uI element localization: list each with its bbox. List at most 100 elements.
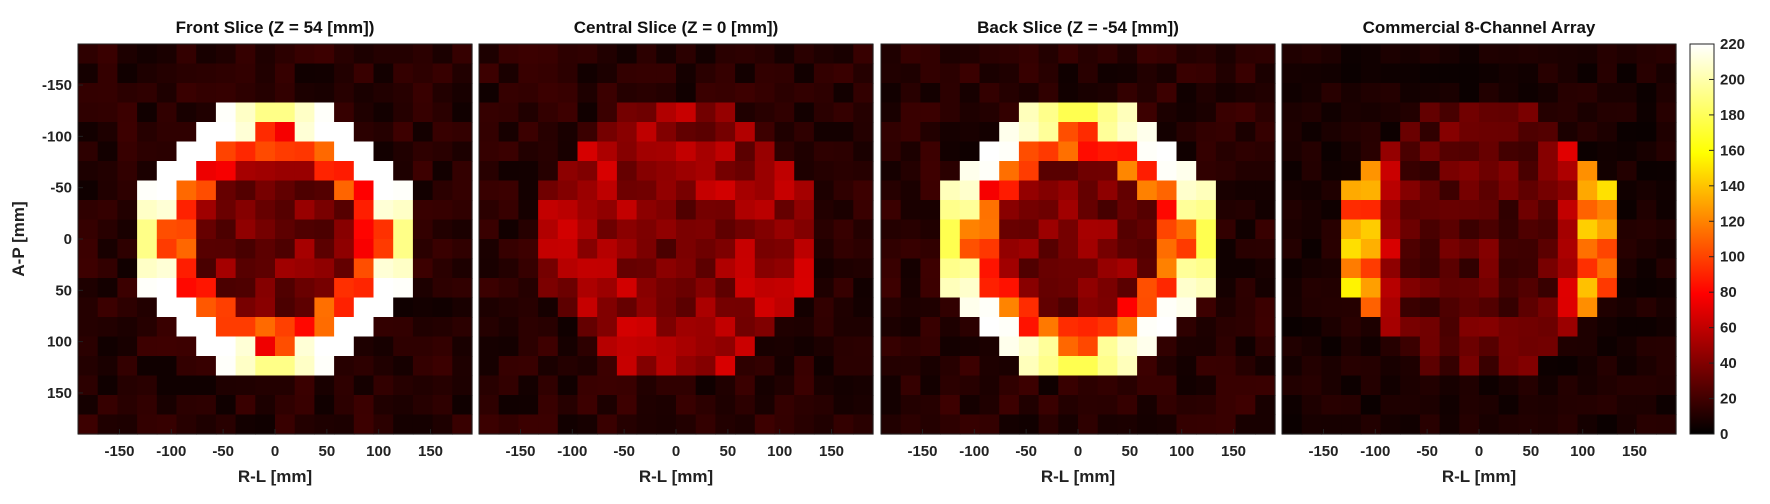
heatmap-cell	[1419, 141, 1441, 162]
heatmap-cell	[1255, 258, 1276, 279]
heatmap-cell	[373, 83, 394, 104]
heatmap-cell	[940, 278, 961, 299]
x-tick-label: 0	[672, 443, 680, 460]
heatmap-cell	[577, 356, 598, 377]
heatmap-cell	[1176, 44, 1197, 65]
heatmap-cell	[373, 317, 394, 338]
heatmap-cell	[774, 102, 795, 123]
heatmap-cell	[78, 102, 99, 123]
heatmap-cell	[959, 297, 981, 318]
heatmap-cell	[881, 414, 902, 435]
heatmap-cell	[1156, 63, 1178, 84]
heatmap-cell	[1479, 414, 1500, 435]
heatmap-cell	[334, 297, 355, 318]
heatmap-cell	[479, 44, 500, 65]
heatmap-cell	[920, 63, 941, 84]
heatmap-cells	[78, 44, 473, 435]
heatmap-cell	[235, 161, 256, 182]
heatmap-cell	[255, 83, 276, 104]
heatmap-cell	[432, 258, 453, 279]
heatmap-cell	[412, 395, 434, 416]
heatmap-cell	[715, 297, 736, 318]
heatmap-cell	[774, 336, 795, 357]
heatmap-cell	[294, 356, 315, 377]
heatmap-cell	[498, 258, 519, 279]
heatmap-cell	[235, 122, 256, 143]
heatmap-cell	[616, 200, 638, 221]
heatmap-cell	[518, 161, 539, 182]
heatmap-cell	[393, 102, 414, 123]
heatmap-cell	[353, 200, 375, 221]
heatmap-cell	[215, 239, 237, 260]
heatmap-cell	[1038, 297, 1059, 318]
heatmap-cell	[735, 83, 756, 104]
heatmap-cell	[813, 375, 835, 396]
heatmap-cell	[881, 180, 902, 201]
heatmap-cell	[518, 317, 539, 338]
heatmap-cell	[616, 297, 638, 318]
heatmap-cell	[881, 44, 902, 65]
heatmap-cell	[597, 395, 618, 416]
heatmap-cell	[498, 200, 519, 221]
heatmap-cell	[1038, 219, 1059, 240]
x-tick-label: 150	[1622, 443, 1647, 460]
heatmap-cell	[97, 219, 118, 240]
heatmap-cell	[294, 395, 315, 416]
heatmap-cell	[1360, 395, 1382, 416]
heatmap-cell	[255, 395, 276, 416]
heatmap-cell	[959, 180, 981, 201]
heatmap-cell	[881, 239, 902, 260]
heatmap-cell	[1656, 375, 1677, 396]
heatmap-cell	[1616, 200, 1638, 221]
heatmap-cell	[940, 395, 961, 416]
heatmap-cell	[940, 141, 961, 162]
heatmap-cell	[1176, 395, 1197, 416]
heatmap-cell	[1176, 219, 1197, 240]
heatmap-cell	[1400, 219, 1421, 240]
heatmap-cell	[794, 122, 815, 143]
heatmap-cell	[1018, 239, 1040, 260]
heatmap-cell	[1215, 278, 1237, 299]
heatmap-cell	[1459, 63, 1480, 84]
heatmap-cell	[412, 336, 434, 357]
heatmap-cell	[1597, 239, 1618, 260]
heatmap-cell	[1078, 122, 1099, 143]
heatmap-cell	[1196, 161, 1217, 182]
heatmap-cell	[1078, 239, 1099, 260]
heatmap-cell	[538, 200, 559, 221]
heatmap-cell	[1616, 102, 1638, 123]
heatmap-cell	[597, 44, 618, 65]
heatmap-cell	[1117, 395, 1138, 416]
heatmap-cell	[498, 161, 519, 182]
heatmap-cell	[1479, 219, 1500, 240]
heatmap-cell	[774, 414, 795, 435]
heatmap-cell	[1656, 414, 1677, 435]
heatmap-cell	[1058, 278, 1079, 299]
heatmap-cell	[557, 63, 579, 84]
x-tick-label: 50	[1522, 443, 1539, 460]
heatmap-cell	[1419, 356, 1441, 377]
heatmap-cell	[353, 317, 375, 338]
heatmap-cell	[1577, 219, 1598, 240]
heatmap-cell	[1518, 63, 1539, 84]
heatmap-cell	[275, 141, 296, 162]
heatmap-cell	[1255, 336, 1276, 357]
heatmap-cell	[1117, 297, 1138, 318]
heatmap-cell	[900, 219, 921, 240]
heatmap-cell	[735, 161, 756, 182]
heatmap-cell	[1038, 83, 1059, 104]
heatmap-cell	[196, 317, 217, 338]
heatmap-cell	[1538, 219, 1559, 240]
heatmap-cell	[1156, 336, 1178, 357]
heatmap-cell	[940, 297, 961, 318]
heatmap-cell	[900, 395, 921, 416]
heatmap-cell	[813, 83, 835, 104]
heatmap-cell	[1137, 278, 1158, 299]
heatmap-cell	[1479, 239, 1500, 260]
heatmap-cell	[294, 161, 315, 182]
heatmap-cell	[1301, 44, 1322, 65]
heatmap-cell	[373, 161, 394, 182]
heatmap-cell	[1656, 63, 1677, 84]
heatmap-cell	[900, 102, 921, 123]
heatmap-cell	[1439, 239, 1460, 260]
